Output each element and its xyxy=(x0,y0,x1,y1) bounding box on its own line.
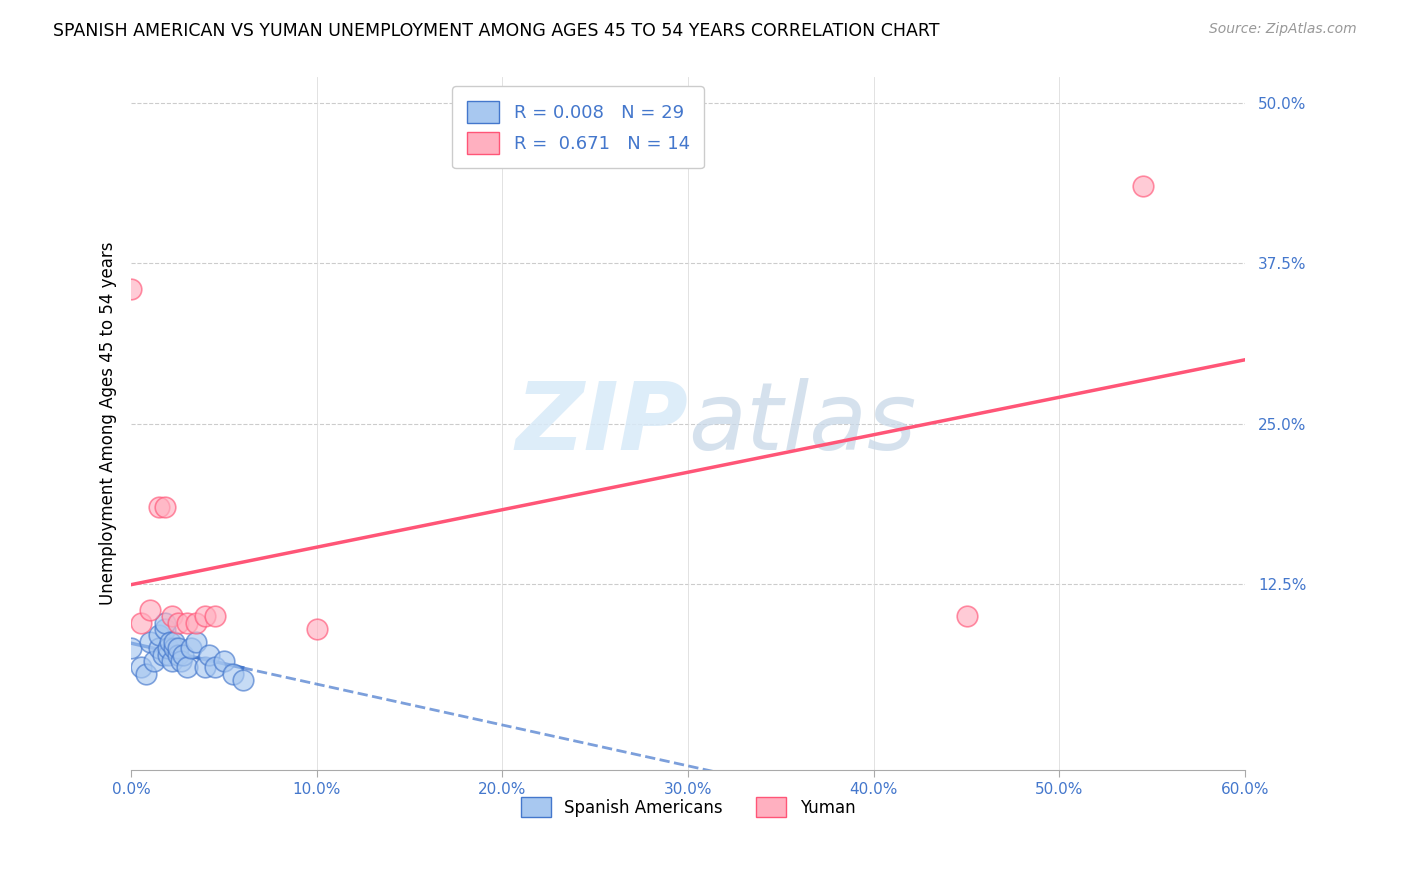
Point xyxy=(204,609,226,624)
Point xyxy=(180,641,202,656)
Point xyxy=(955,609,977,624)
Point xyxy=(120,641,142,656)
Point xyxy=(166,615,188,630)
Point xyxy=(135,666,157,681)
Point xyxy=(222,666,245,681)
Point xyxy=(153,622,176,636)
Point xyxy=(160,654,183,668)
Text: Source: ZipAtlas.com: Source: ZipAtlas.com xyxy=(1209,22,1357,37)
Point xyxy=(176,615,198,630)
Point xyxy=(1132,179,1154,194)
Text: ZIP: ZIP xyxy=(515,377,688,470)
Point xyxy=(159,634,181,648)
Point xyxy=(163,634,186,648)
Point xyxy=(232,673,254,688)
Point xyxy=(129,660,152,674)
Point xyxy=(194,609,217,624)
Point xyxy=(186,615,208,630)
Point xyxy=(176,660,198,674)
Point xyxy=(170,654,193,668)
Point xyxy=(157,648,180,662)
Point xyxy=(152,648,174,662)
Point xyxy=(194,660,217,674)
Point xyxy=(148,500,170,514)
Point xyxy=(120,282,142,296)
Point xyxy=(153,615,176,630)
Point xyxy=(129,615,152,630)
Point xyxy=(163,641,186,656)
Point xyxy=(166,641,188,656)
Point xyxy=(160,609,183,624)
Point xyxy=(305,622,328,636)
Point xyxy=(142,654,165,668)
Text: SPANISH AMERICAN VS YUMAN UNEMPLOYMENT AMONG AGES 45 TO 54 YEARS CORRELATION CHA: SPANISH AMERICAN VS YUMAN UNEMPLOYMENT A… xyxy=(53,22,941,40)
Point xyxy=(186,634,208,648)
Point xyxy=(139,634,162,648)
Point xyxy=(139,603,162,617)
Text: atlas: atlas xyxy=(688,378,917,469)
Point xyxy=(172,648,194,662)
Point xyxy=(198,648,221,662)
Legend: Spanish Americans, Yuman: Spanish Americans, Yuman xyxy=(515,790,862,824)
Point xyxy=(204,660,226,674)
Point xyxy=(166,648,188,662)
Point xyxy=(212,654,235,668)
Point xyxy=(157,641,180,656)
Point xyxy=(148,641,170,656)
Point xyxy=(148,628,170,642)
Point xyxy=(153,500,176,514)
Y-axis label: Unemployment Among Ages 45 to 54 years: Unemployment Among Ages 45 to 54 years xyxy=(100,242,117,606)
